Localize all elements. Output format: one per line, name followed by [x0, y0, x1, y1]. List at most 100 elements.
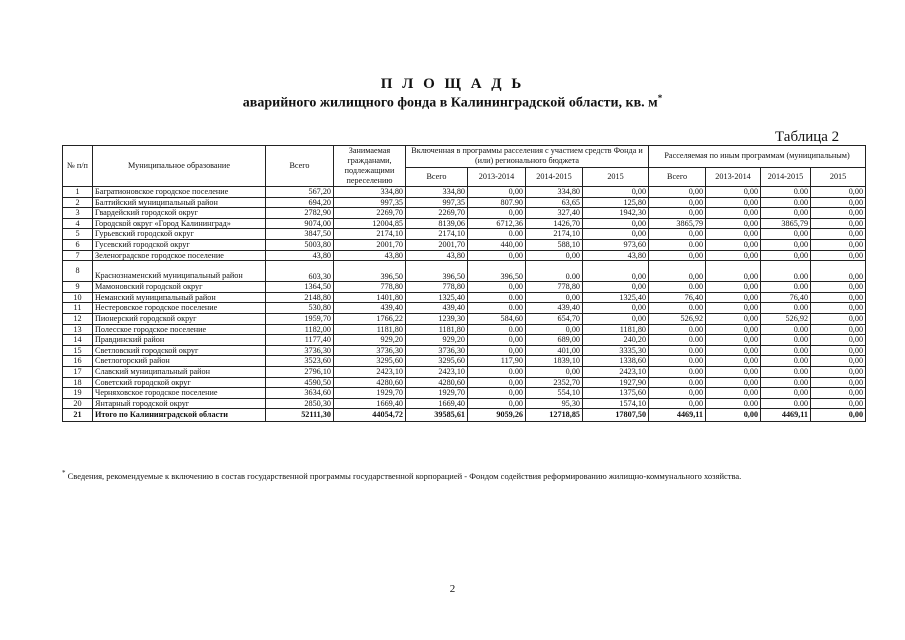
page-number: 2: [449, 583, 456, 595]
row-number: 12: [62, 312, 93, 325]
value-cell: 9074,00: [265, 217, 334, 230]
value-cell: 526,92: [648, 312, 707, 325]
municipality-name: Янтарный городской округ: [92, 397, 266, 410]
value-cell: 0,00: [705, 355, 762, 367]
value-cell: 0,00: [810, 228, 867, 240]
value-cell: 1338,60: [581, 355, 650, 367]
municipality-name: Неманский муниципальный район: [92, 291, 266, 304]
value-cell: 1375,60: [581, 387, 650, 399]
value-cell: 0.00: [705, 397, 762, 410]
value-cell: 1239,30: [405, 312, 468, 325]
value-cell: 0,00: [705, 344, 762, 357]
table-row: 15 Светловский городской округ 3736,30 3736…: [62, 344, 867, 357]
row-number: 16: [62, 355, 93, 367]
row-number: 1: [62, 186, 93, 198]
value-cell: 76,40: [760, 291, 812, 304]
value-cell: 1574,10: [581, 397, 650, 410]
value-cell: 2269,70: [333, 207, 406, 219]
value-cell: 997,35: [405, 196, 468, 209]
value-cell: 3865,79: [760, 217, 812, 230]
value-cell: 0.00: [760, 397, 812, 410]
value-cell: 654,70: [525, 312, 583, 325]
value-cell: 0.00: [760, 355, 812, 367]
table-row: 11 Нестеровское городское поселение 530,80…: [62, 302, 867, 314]
value-cell: 0,00: [467, 281, 526, 293]
row-number: 5: [62, 228, 93, 240]
value-cell: 0.00: [467, 302, 526, 314]
value-cell: 0,00: [648, 196, 707, 209]
value-cell: 4280,60: [333, 376, 406, 389]
value-cell: 1669,40: [405, 397, 468, 410]
value-cell: 125,80: [581, 196, 650, 209]
footnote-mark: *: [62, 469, 66, 477]
value-cell: 0,00: [648, 228, 707, 240]
value-cell: 1181,80: [581, 323, 650, 336]
value-cell: 12004,85: [333, 217, 406, 230]
row-number: 4: [62, 217, 93, 230]
value-cell: 63,65: [525, 196, 583, 209]
subheader: 2013-2014: [467, 166, 526, 188]
value-cell: 0,00: [760, 387, 812, 399]
value-cell: 0,00: [581, 260, 650, 283]
value-cell: 778,80: [333, 281, 406, 293]
value-cell: 2001,70: [405, 238, 468, 251]
value-cell: 1426,70: [525, 217, 583, 230]
value-cell: 0.00: [648, 323, 707, 336]
value-cell: 0,00: [760, 249, 812, 262]
value-cell: 3736,30: [265, 344, 334, 357]
value-cell: 0,00: [467, 376, 526, 389]
municipality-name: Городской округ «Город Калининград»: [92, 217, 266, 230]
municipality-name: Гвардейский городской округ: [92, 207, 266, 219]
value-cell: 1669,40: [333, 397, 406, 410]
value-cell: 0,00: [648, 397, 707, 410]
value-cell: 39585,61: [405, 408, 468, 423]
table-row: 7 Зеленоградское городское поселение 43,80…: [62, 249, 867, 262]
value-cell: 0.00: [648, 344, 707, 357]
subheader: 2014-2015: [760, 166, 812, 188]
row-number: 17: [62, 365, 93, 378]
value-cell: 8139,06: [405, 217, 468, 230]
value-cell: 0,00: [705, 365, 762, 378]
table-row: 19 Черняховское городское поселение 3634,6…: [62, 387, 867, 399]
value-cell: 1766,22: [333, 312, 406, 325]
value-cell: 0,00: [705, 217, 762, 230]
value-cell: 0.00: [760, 344, 812, 357]
municipality-name: Правдинский район: [92, 334, 266, 346]
value-cell: 1325,40: [405, 291, 468, 304]
value-cell: 4590,50: [265, 376, 334, 389]
value-cell: 0,00: [810, 238, 867, 251]
row-number: 21: [62, 408, 93, 423]
table-row: 21 Итого по Калининградской области 52111,…: [62, 408, 867, 423]
row-number: 14: [62, 334, 93, 346]
value-cell: 1182,00: [265, 323, 334, 336]
value-cell: 3295,60: [333, 355, 406, 367]
table-row: 2 Балтийский муниципальный район 694,20 997…: [62, 196, 867, 209]
municipality-name: Зеленоградское городское поселение: [92, 249, 266, 262]
row-number: 13: [62, 323, 93, 336]
municipality-name: Пионерский городской округ: [92, 312, 266, 325]
value-cell: 439,40: [333, 302, 406, 314]
value-cell: 0,00: [581, 228, 650, 240]
value-cell: 0,00: [810, 260, 867, 283]
table-row: 18 Советский городской округ 4590,50 4280,6…: [62, 376, 867, 389]
subheader: Всего: [648, 166, 707, 188]
header-num: № п/п: [62, 145, 93, 187]
value-cell: 0.00: [648, 238, 707, 251]
header-included: Включенная в программы расселения с учас…: [404, 145, 650, 168]
value-cell: 554,10: [525, 387, 583, 399]
value-cell: 0.00: [760, 260, 812, 283]
municipality-name: Светлогорский район: [92, 355, 266, 367]
table-row: 3 Гвардейский городской округ 2782,90 2269,…: [62, 207, 867, 219]
value-cell: 3295,60: [405, 355, 468, 367]
value-cell: 1325,40: [581, 291, 650, 304]
value-cell: 0,00: [810, 196, 867, 209]
document-title: П Л О Щ А Д Ь: [380, 76, 525, 92]
value-cell: 0,00: [648, 186, 707, 198]
value-cell: 588,10: [525, 238, 583, 251]
value-cell: 0,00: [467, 186, 526, 198]
header-other: Расселяемая по иным программам (муниципа…: [648, 145, 867, 168]
value-cell: 0.00: [648, 365, 707, 378]
value-cell: 95,30: [525, 397, 583, 410]
row-number: 9: [62, 281, 93, 293]
value-cell: 0.00: [467, 365, 526, 378]
